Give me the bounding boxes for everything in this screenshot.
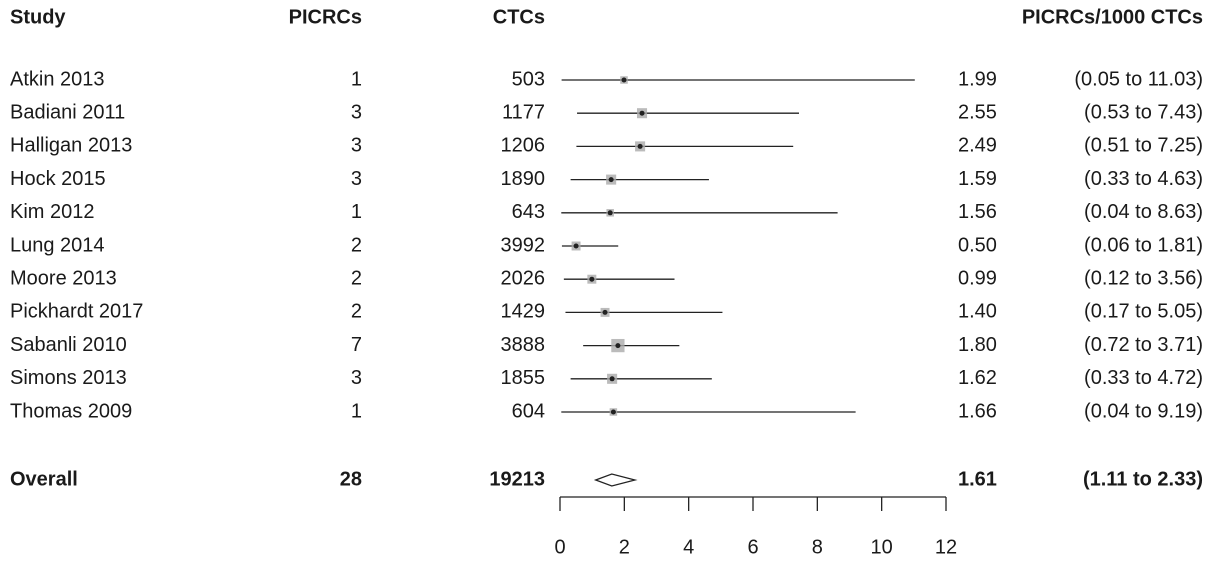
x-tick-label: 8 [812,536,823,558]
ctcs-count: 1855 [501,367,546,389]
rate-estimate: 0.99 [958,267,997,289]
study-name: Pickhardt 2017 [10,301,143,323]
picrcs-count: 3 [351,101,362,123]
picrcs-count: 1 [351,201,362,223]
ctcs-count: 3888 [501,334,546,356]
study-name: Kim 2012 [10,201,95,223]
rate-estimate: 2.55 [958,101,997,123]
x-tick-label: 4 [683,536,694,558]
rate-ci: (1.11 to 2.33) [1083,468,1203,490]
rate-ci: (0.05 to 11.03) [1074,68,1203,90]
rate-ci: (0.33 to 4.63) [1084,168,1203,190]
study-name: Moore 2013 [10,267,117,289]
point-estimate [609,376,615,382]
study-name: Thomas 2009 [10,400,132,422]
rate-estimate: 2.49 [958,135,997,157]
picrcs-count: 3 [351,367,362,389]
study-name: Simons 2013 [10,367,127,389]
point-estimate [608,177,614,183]
ctcs-count: 604 [512,400,545,422]
rate-estimate: 1.80 [958,334,997,356]
ctcs-count: 1429 [501,301,546,323]
ctcs-count: 643 [512,201,545,223]
rate-ci: (0.04 to 9.19) [1084,400,1203,422]
picrcs-count: 2 [351,301,362,323]
rate-estimate: 0.50 [958,234,997,256]
header-picrcs: PICRCs [289,6,362,28]
study-name: Lung 2014 [10,234,105,256]
picrcs-count: 3 [351,135,362,157]
ctcs-count: 19213 [489,468,545,490]
ctcs-count: 1890 [501,168,546,190]
ctcs-count: 1206 [501,135,546,157]
rate-ci: (0.72 to 3.71) [1084,334,1203,356]
study-name: Halligan 2013 [10,135,132,157]
x-tick-label: 0 [554,536,565,558]
rate-ci: (0.12 to 3.56) [1084,267,1203,289]
picrcs-count: 2 [351,267,362,289]
x-tick-label: 2 [619,536,630,558]
picrcs-count: 3 [351,168,362,190]
rate-ci: (0.06 to 1.81) [1084,234,1203,256]
ctcs-count: 2026 [501,267,546,289]
rate-estimate: 1.62 [958,367,997,389]
rate-ci: (0.17 to 5.05) [1084,301,1203,323]
point-estimate [573,243,579,249]
study-name: Badiani 2011 [10,101,125,123]
point-estimate [607,210,613,216]
rate-ci: (0.33 to 4.72) [1084,367,1203,389]
point-estimate [602,309,608,315]
picrcs-count: 2 [351,234,362,256]
picrcs-count: 1 [351,400,362,422]
header-rate: PICRCs/1000 CTCs [1022,6,1203,28]
point-estimate [639,110,645,116]
picrcs-count: 28 [340,468,362,490]
study-name: Atkin 2013 [10,68,105,90]
picrcs-count: 7 [351,334,362,356]
point-estimate [610,409,616,415]
rate-estimate: 1.56 [958,201,997,223]
rate-ci: (0.51 to 7.25) [1084,135,1203,157]
x-tick-label: 12 [935,536,957,558]
study-name: Hock 2015 [10,168,106,190]
ctcs-count: 1177 [502,101,545,123]
rate-ci: (0.04 to 8.63) [1084,201,1203,223]
rate-estimate: 1.40 [958,301,997,323]
ctcs-count: 503 [512,68,545,90]
rate-estimate: 1.59 [958,168,997,190]
study-name: Overall [10,468,78,490]
rate-ci: (0.53 to 7.43) [1084,101,1203,123]
point-estimate [621,77,627,83]
x-tick-label: 6 [747,536,758,558]
point-estimate [637,143,643,149]
point-estimate [589,276,595,282]
rate-estimate: 1.99 [958,68,997,90]
rate-estimate: 1.66 [958,400,997,422]
header-study: Study [10,6,66,28]
x-tick-label: 10 [871,536,893,558]
picrcs-count: 1 [351,68,362,90]
header-ctcs: CTCs [493,6,545,28]
ctcs-count: 3992 [501,234,546,256]
rate-estimate: 1.61 [958,468,997,490]
study-name: Sabanli 2010 [10,334,127,356]
point-estimate [615,343,621,349]
overall-diamond [593,473,638,487]
